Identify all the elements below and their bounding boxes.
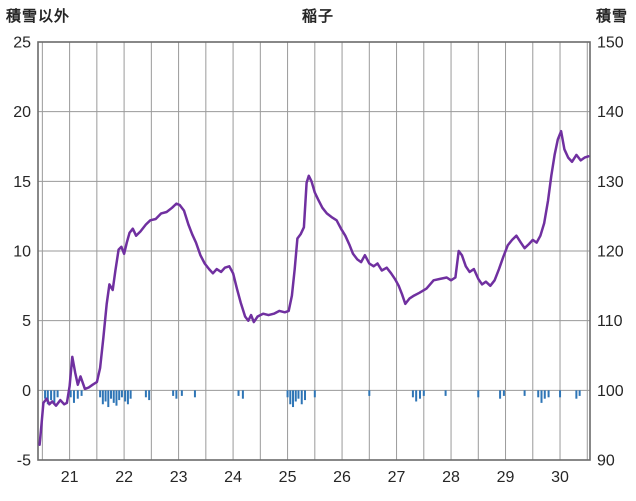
- bar: [46, 390, 49, 405]
- bar: [172, 390, 175, 396]
- bar: [50, 390, 53, 401]
- bar: [418, 390, 421, 399]
- right-tick-label: 150: [597, 35, 624, 52]
- bar: [411, 390, 414, 398]
- bar: [289, 390, 292, 405]
- bar: [499, 390, 502, 399]
- bar: [543, 390, 546, 399]
- bar: [175, 390, 178, 399]
- bar: [56, 390, 59, 398]
- right-tick-label: 110: [597, 313, 623, 330]
- bar: [523, 390, 526, 396]
- bar: [415, 390, 418, 402]
- bar: [578, 390, 581, 396]
- right-tick-label: 90: [597, 453, 615, 470]
- x-tick-label: 22: [115, 469, 133, 486]
- left-tick-label: 5: [22, 313, 31, 330]
- x-tick-label: 21: [61, 469, 79, 486]
- x-tick-label: 29: [497, 469, 515, 486]
- right-tick-label: 120: [597, 244, 624, 261]
- left-tick-label: 20: [13, 104, 31, 121]
- x-tick-label: 24: [224, 469, 242, 486]
- bar: [44, 390, 47, 399]
- bar: [107, 390, 110, 408]
- bar: [241, 390, 244, 399]
- bar: [118, 390, 121, 401]
- bar: [53, 390, 56, 403]
- x-tick-label: 28: [442, 469, 460, 486]
- x-tick-label: 25: [279, 469, 297, 486]
- right-tick-label: 140: [597, 104, 624, 121]
- x-tick-label: 30: [551, 469, 569, 486]
- right-tick-label: 130: [597, 174, 624, 191]
- bar: [124, 390, 127, 402]
- bar: [72, 390, 75, 403]
- bar: [537, 390, 540, 398]
- x-tick-label: 27: [388, 469, 406, 486]
- bar: [129, 390, 132, 399]
- bar: [104, 390, 107, 402]
- bar: [110, 390, 113, 399]
- bar: [80, 390, 83, 396]
- x-tick-label: 23: [170, 469, 188, 486]
- bar: [148, 390, 151, 401]
- bar: [313, 390, 316, 398]
- bar: [144, 390, 147, 398]
- bar: [444, 390, 447, 396]
- bar: [477, 390, 480, 398]
- left-tick-label: -5: [17, 453, 31, 470]
- left-tick-label: 15: [13, 174, 31, 191]
- bar: [304, 390, 307, 401]
- bar: [126, 390, 129, 405]
- bar: [422, 390, 425, 396]
- bar: [575, 390, 578, 399]
- left-tick-label: 25: [13, 35, 31, 52]
- bar: [540, 390, 543, 403]
- left-axis-title: 積雪以外: [6, 8, 71, 25]
- bar: [292, 390, 295, 408]
- bar: [297, 390, 300, 399]
- x-tick-label: 26: [333, 469, 351, 486]
- bar: [99, 390, 102, 398]
- bar: [180, 390, 183, 396]
- bar: [101, 390, 104, 405]
- plot-border: [37, 41, 591, 461]
- right-tick-label: 100: [597, 383, 624, 400]
- bar: [502, 390, 505, 396]
- bar: [286, 390, 289, 398]
- bar: [300, 390, 303, 405]
- snow-depth-line: [38, 129, 590, 446]
- left-tick-label: 0: [22, 383, 31, 400]
- bar: [112, 390, 115, 403]
- bar: [115, 390, 118, 406]
- bar: [294, 390, 297, 402]
- left-tick-label: 10: [13, 244, 31, 261]
- bar: [69, 390, 72, 398]
- bar: [559, 390, 562, 398]
- bar: [547, 390, 550, 398]
- right-axis-title: 積雪: [595, 8, 628, 25]
- bar: [120, 390, 123, 398]
- chart-title: 稲子: [301, 8, 334, 25]
- bar: [368, 390, 371, 396]
- bar: [237, 390, 240, 396]
- bar: [193, 390, 196, 398]
- bar: [76, 390, 79, 399]
